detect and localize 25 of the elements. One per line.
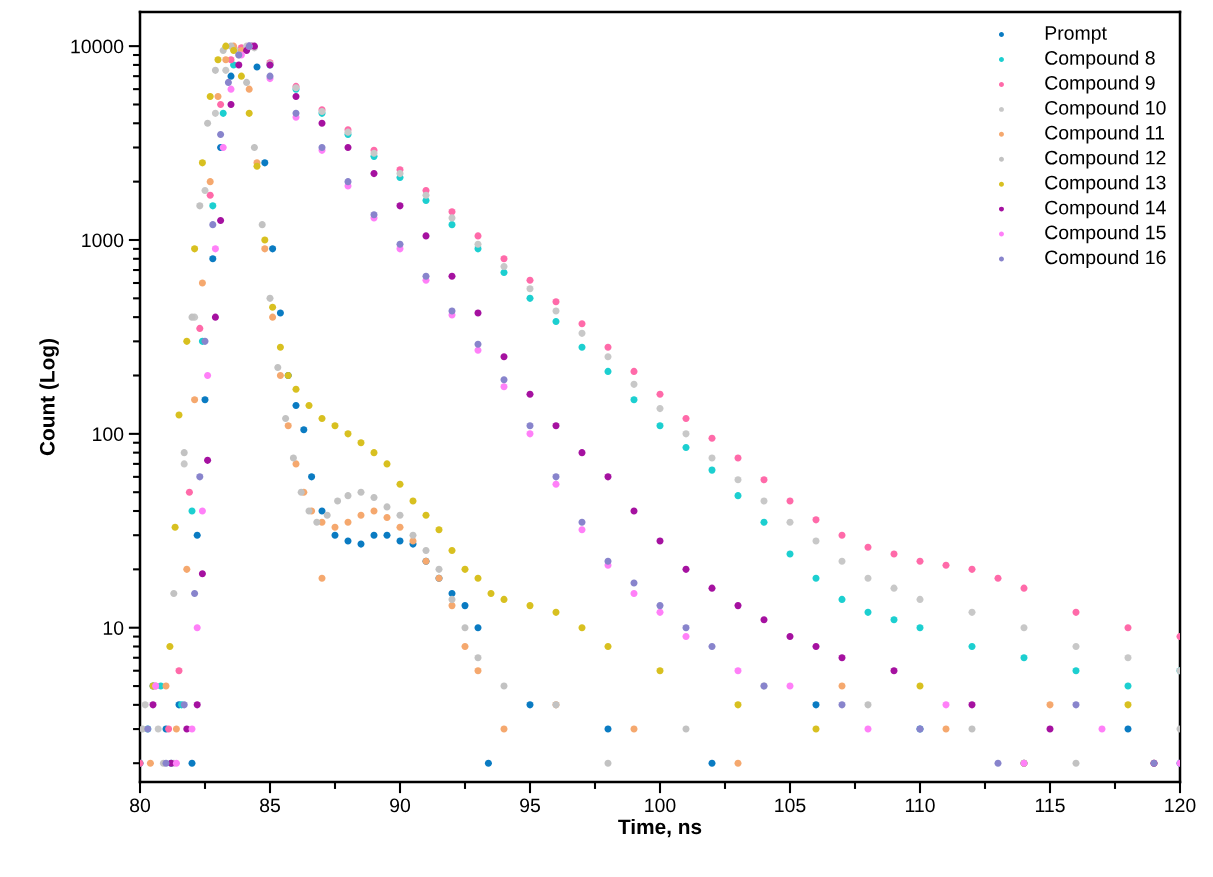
legend-label: Compound 15	[1045, 225, 1166, 244]
y-axis-title: Count (Log)	[39, 339, 59, 456]
x-axis-title: Time, ns	[618, 818, 702, 838]
y-tick-label: 100	[93, 427, 124, 442]
x-tick-label: 100	[645, 798, 676, 813]
y-tick-label: 1000	[82, 233, 124, 248]
x-tick-label: 80	[130, 798, 151, 813]
legend-label: Compound 9	[1045, 75, 1155, 94]
y-tick-label: 10	[103, 621, 124, 635]
legend-label: Compound 12	[1045, 150, 1166, 169]
x-tick-label: 105	[775, 798, 806, 813]
x-tick-label: 120	[1165, 798, 1196, 813]
x-tick-label: 90	[390, 798, 411, 813]
y-tick-label: 10000	[71, 39, 124, 54]
x-tick-label: 85	[260, 798, 280, 813]
legend-label: Compound 11	[1045, 125, 1165, 144]
legend-label: Prompt	[1045, 26, 1107, 44]
legend-label: Compound 8	[1045, 50, 1155, 69]
legend-label: Compound 16	[1045, 249, 1166, 269]
legend-label: Compound 10	[1045, 100, 1166, 119]
legend-label: Compound 14	[1045, 200, 1166, 219]
x-tick-label: 110	[905, 798, 935, 813]
x-tick-label: 115	[1035, 798, 1065, 813]
x-tick-label: 95	[520, 798, 540, 813]
legend-label: Compound 13	[1045, 175, 1166, 194]
